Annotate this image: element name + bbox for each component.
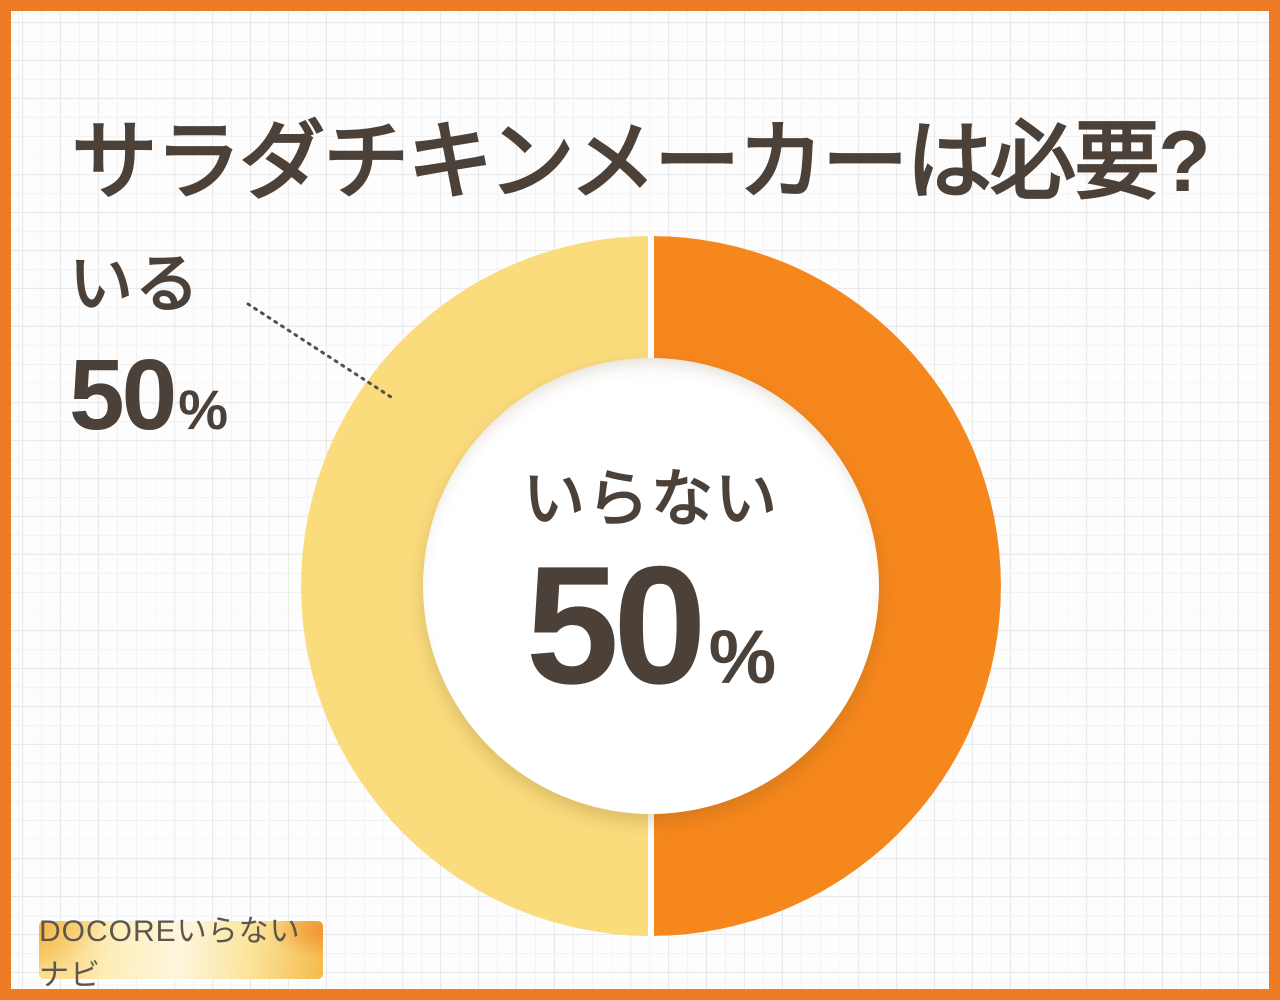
outer-value-number: 50 [69, 339, 177, 452]
donut-center: いらない 50% [423, 358, 879, 814]
page-title: サラダチキンメーカーは必要? [71, 113, 1210, 210]
brand-badge-label: DOCOREいらないナビ [39, 915, 301, 992]
outer-percent-sign: % [178, 378, 229, 442]
outer-segment-label-block: いる 50% [69, 248, 228, 446]
outer-segment-label: いる [69, 248, 201, 320]
brand-badge: DOCOREいらないナビ [39, 915, 323, 992]
center-segment-value: 50% [526, 541, 777, 709]
outer-segment-value: 50% [69, 345, 228, 445]
center-value-number: 50 [525, 530, 707, 719]
center-percent-sign: % [708, 614, 777, 700]
donut-chart: いらない 50% [301, 236, 1001, 936]
center-segment-label: いらない [522, 464, 779, 534]
